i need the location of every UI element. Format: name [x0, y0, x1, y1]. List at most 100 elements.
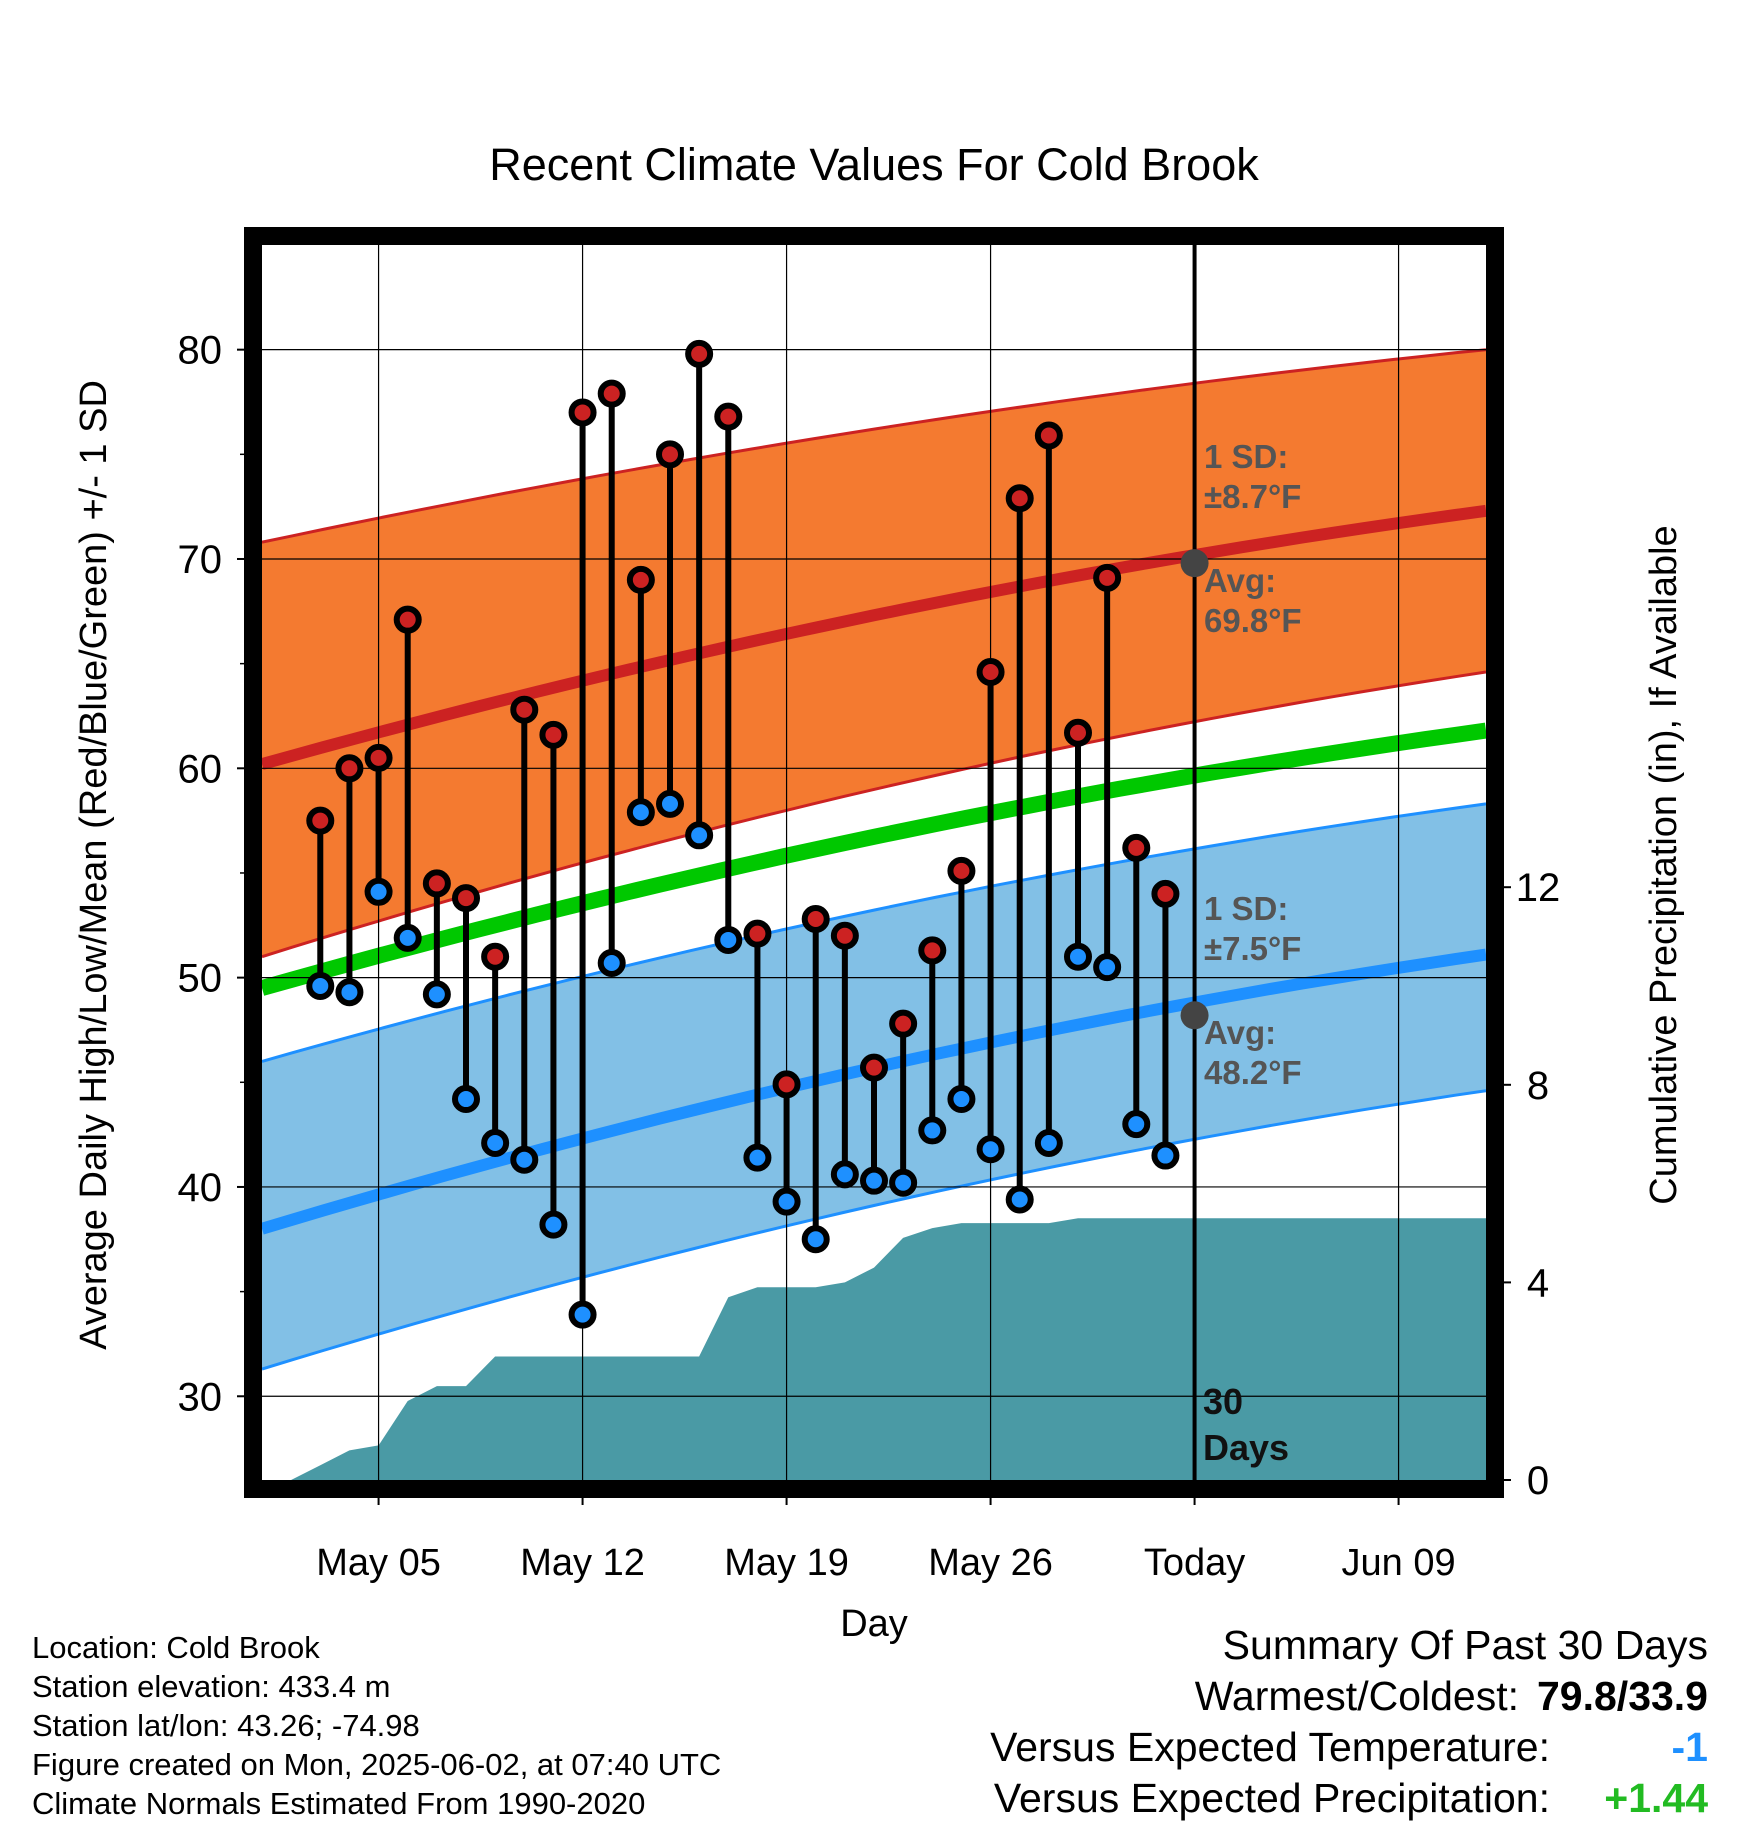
high-point [597, 379, 626, 408]
high-sd-upper-line [262, 348, 1486, 544]
high-point [1034, 421, 1063, 450]
y-tick-label: 30 [178, 1375, 223, 1419]
warm-cold-value: 79.8/33.9 [1537, 1673, 1708, 1719]
high-point [889, 1009, 918, 1038]
low-point [422, 980, 451, 1009]
x-tick-label: Jun 09 [1342, 1542, 1456, 1584]
temp-label: Versus Expected Temperature: [990, 1724, 1550, 1770]
high-point [393, 605, 422, 634]
high-point [335, 754, 364, 783]
y-tick-label: 60 [178, 747, 223, 791]
low-point [568, 1300, 597, 1329]
chart-title: Recent Climate Values For Cold Brook [489, 139, 1259, 190]
location-text: Location: Cold Brook [32, 1630, 320, 1665]
y-tick-label: 50 [178, 957, 223, 1001]
days-label-text: Days [1203, 1427, 1289, 1468]
low-point [1122, 1110, 1151, 1139]
high-avg-label: Avg: [1204, 562, 1276, 599]
y2-tick-label: 0 [1527, 1459, 1549, 1503]
precip-row: Versus Expected Precipitation: +1.44 [990, 1773, 1708, 1824]
low-point [860, 1166, 888, 1195]
low-point [481, 1128, 510, 1157]
x-tick-label: Today [1144, 1542, 1245, 1584]
low-point [510, 1145, 539, 1174]
low-point [976, 1135, 1005, 1164]
station-info: Location: Cold Brook Station elevation: … [32, 1628, 721, 1823]
low-avg-value: 48.2°F [1204, 1054, 1302, 1091]
x-tick-label: May 05 [316, 1542, 441, 1584]
high-point [568, 398, 597, 427]
low-point [393, 923, 422, 952]
high-point [918, 936, 947, 965]
high-point [510, 695, 539, 724]
high-point [772, 1070, 801, 1099]
low-point [918, 1116, 947, 1145]
low-point [306, 972, 335, 1000]
high-sd-value: ±8.7°F [1204, 478, 1301, 515]
high-point [1122, 833, 1151, 862]
temp-row: Versus Expected Temperature: -1 [990, 1722, 1708, 1773]
low-point [626, 798, 655, 827]
high-point [656, 440, 684, 469]
y2-tick-label: 12 [1516, 866, 1561, 910]
x-tick-label: May 19 [724, 1542, 849, 1584]
y2-tick-label: 8 [1527, 1064, 1549, 1108]
low-point [452, 1085, 480, 1114]
precip-label: Versus Expected Precipitation: [993, 1775, 1550, 1821]
latlon-text: Station lat/lon: 43.26; -74.98 [32, 1708, 420, 1743]
high-point [801, 905, 830, 934]
normals-text: Climate Normals Estimated From 1990-2020 [32, 1786, 646, 1821]
warm-cold-label: Warmest/Coldest: [1194, 1673, 1519, 1719]
y2-tick-label: 4 [1527, 1261, 1549, 1305]
high-point [539, 720, 568, 749]
low-point [947, 1085, 976, 1114]
x-tick-label: May 12 [520, 1542, 645, 1584]
low-point [714, 925, 743, 954]
y-axis-label: Average Daily High/Low/Mean (Red/Blue/Gr… [73, 380, 115, 1350]
high-point [422, 869, 451, 898]
low-point [685, 821, 714, 850]
high-point [1064, 718, 1092, 747]
low-point [1093, 953, 1122, 982]
low-point [656, 789, 684, 818]
precip-area [291, 1218, 1486, 1480]
low-point [1151, 1141, 1180, 1170]
high-point [1093, 563, 1122, 592]
low-point [830, 1160, 859, 1189]
low-point [1064, 942, 1092, 971]
low-point [1034, 1128, 1063, 1157]
high-point [452, 884, 480, 913]
high-point [685, 339, 714, 368]
low-avg-label: Avg: [1204, 1014, 1276, 1051]
high-avg-value: 69.8°F [1204, 602, 1302, 639]
y-tick-label: 40 [178, 1166, 223, 1210]
summary-panel: Summary Of Past 30 Days Warmest/Coldest:… [990, 1620, 1708, 1824]
high-point [481, 942, 510, 971]
high-point [306, 806, 335, 835]
y-tick-label: 80 [178, 329, 223, 373]
low-point [597, 948, 626, 977]
high-point [976, 658, 1005, 687]
high-avg-marker [1180, 549, 1209, 578]
high-sd-band [262, 349, 1486, 957]
elevation-text: Station elevation: 433.4 m [32, 1669, 391, 1704]
low-point [772, 1187, 801, 1216]
low-avg-marker [1180, 1001, 1209, 1030]
low-point [889, 1168, 918, 1197]
high-point [860, 1053, 888, 1082]
x-axis-label: Day [840, 1603, 908, 1645]
high-point [830, 921, 859, 950]
low-point [801, 1225, 830, 1254]
y2-axis-label: Cumulative Precipitation (in), If Availa… [1643, 525, 1685, 1204]
high-point [1005, 484, 1034, 513]
low-point [539, 1210, 568, 1239]
low-point [364, 877, 393, 906]
low-sd-lower-line [262, 1089, 1486, 1371]
precip-value: +1.44 [1604, 1775, 1708, 1821]
high-point [743, 919, 772, 948]
low-point [335, 978, 364, 1007]
high-point [364, 743, 393, 772]
plot-frame [244, 227, 1504, 1498]
